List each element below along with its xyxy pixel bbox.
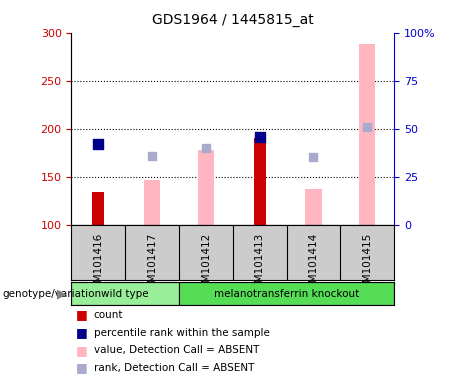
- Bar: [254, 138, 266, 225]
- Text: ■: ■: [76, 326, 88, 339]
- Bar: [198, 150, 214, 225]
- Text: GSM101413: GSM101413: [254, 233, 265, 296]
- Text: percentile rank within the sample: percentile rank within the sample: [94, 328, 270, 338]
- Text: GSM101412: GSM101412: [201, 233, 211, 296]
- Text: ■: ■: [76, 361, 88, 374]
- Point: [148, 152, 156, 159]
- Text: genotype/variation: genotype/variation: [2, 289, 101, 299]
- Point: [256, 134, 263, 141]
- Text: GSM101417: GSM101417: [147, 233, 157, 296]
- Bar: [359, 44, 375, 225]
- Text: wild type: wild type: [101, 289, 149, 299]
- Point: [310, 154, 317, 161]
- Bar: [305, 189, 321, 225]
- Bar: [144, 180, 160, 225]
- Text: ■: ■: [76, 308, 88, 321]
- Point: [202, 145, 210, 151]
- Text: rank, Detection Call = ABSENT: rank, Detection Call = ABSENT: [94, 363, 254, 373]
- Text: GDS1964 / 1445815_at: GDS1964 / 1445815_at: [152, 13, 313, 27]
- Text: ■: ■: [76, 344, 88, 357]
- Point: [364, 124, 371, 130]
- Bar: [179, 282, 394, 305]
- Text: GSM101416: GSM101416: [93, 233, 103, 296]
- Text: ▶: ▶: [57, 287, 67, 300]
- Text: melanotransferrin knockout: melanotransferrin knockout: [214, 289, 359, 299]
- Text: GSM101415: GSM101415: [362, 233, 372, 296]
- Text: GSM101414: GSM101414: [308, 233, 319, 296]
- Bar: [71, 282, 179, 305]
- Point: [95, 141, 102, 147]
- Text: count: count: [94, 310, 123, 320]
- Bar: [92, 192, 104, 225]
- Text: value, Detection Call = ABSENT: value, Detection Call = ABSENT: [94, 345, 259, 355]
